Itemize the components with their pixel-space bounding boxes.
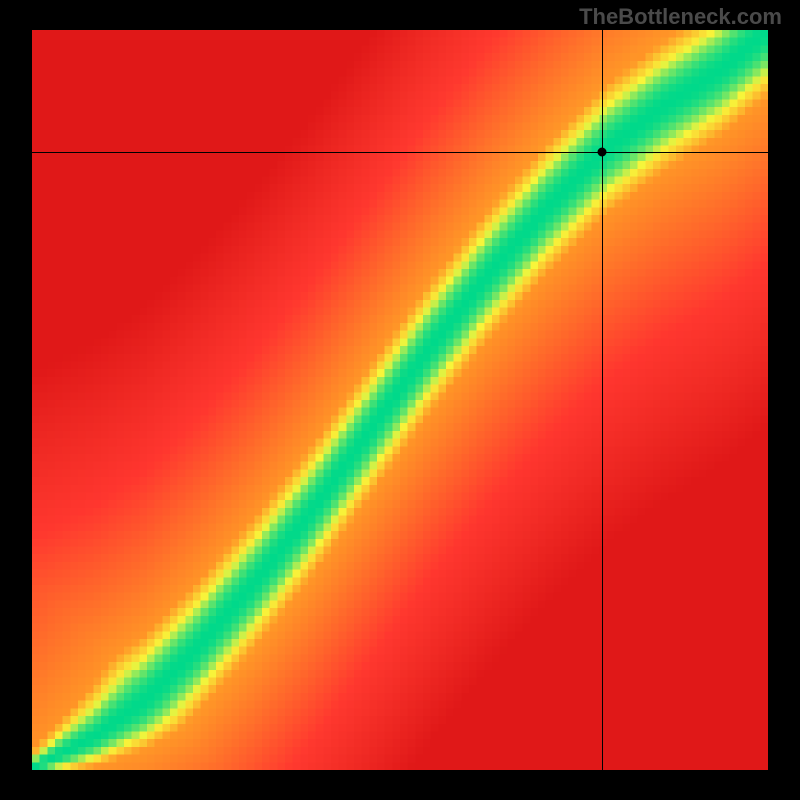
crosshair-marker-dot — [598, 148, 607, 157]
heatmap-canvas — [32, 30, 768, 770]
heatmap-chart — [32, 30, 768, 770]
watermark-text: TheBottleneck.com — [579, 4, 782, 30]
crosshair-vertical — [602, 30, 603, 770]
crosshair-horizontal — [32, 152, 768, 153]
